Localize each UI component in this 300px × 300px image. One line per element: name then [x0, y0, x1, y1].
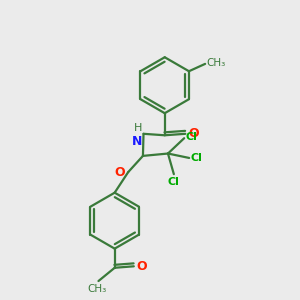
Text: Cl: Cl [168, 177, 180, 187]
Text: N: N [132, 135, 142, 148]
Text: Cl: Cl [190, 153, 202, 163]
Text: O: O [137, 260, 147, 273]
Text: O: O [114, 166, 125, 179]
Text: O: O [189, 127, 200, 140]
Text: H: H [134, 123, 142, 133]
Text: Cl: Cl [185, 132, 197, 142]
Text: CH₃: CH₃ [87, 284, 106, 294]
Text: CH₃: CH₃ [207, 58, 226, 68]
